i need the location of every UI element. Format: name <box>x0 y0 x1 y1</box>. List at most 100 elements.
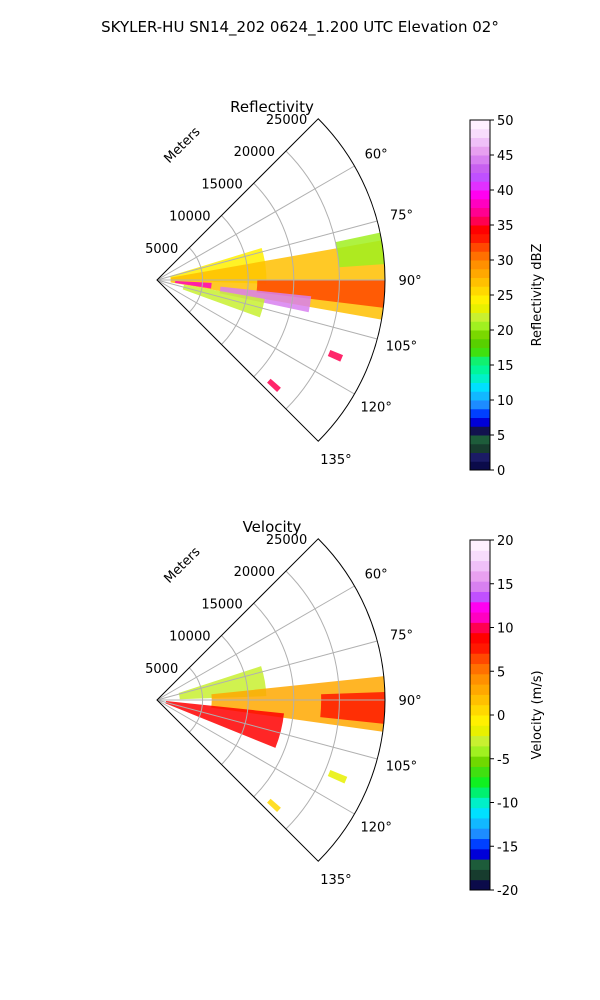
colorbar-swatch <box>470 622 490 634</box>
colorbar-swatch <box>470 190 490 200</box>
colorbar-swatch <box>470 653 490 665</box>
colorbar-tick-label: -10 <box>497 797 518 812</box>
colorbar-tick-label: 0 <box>497 709 505 724</box>
colorbar-swatch <box>470 400 490 410</box>
colorbar-swatch <box>470 365 490 375</box>
echo-region-5 <box>182 284 265 318</box>
colorbar-swatch <box>470 137 490 147</box>
colorbar-swatch <box>470 776 490 788</box>
colorbar-swatch <box>470 797 490 809</box>
colorbar-tick-label: 10 <box>497 622 514 637</box>
colorbar-tick-label: 40 <box>497 184 514 199</box>
colorbar-tick-label: 20 <box>497 324 514 339</box>
colorbar-swatch <box>470 642 490 654</box>
range-tick-label: 25000 <box>266 113 307 128</box>
colorbar-swatch <box>470 312 490 322</box>
azimuth-spoke-4 <box>156 699 355 815</box>
reflectivity-colorbar: 0 5 10 15 20 25 30 35 40 45 50 Reflectivity dBZ <box>469 114 545 479</box>
echo-region-8 <box>267 378 281 392</box>
colorbar-swatch <box>470 704 490 716</box>
colorbar-swatch <box>470 461 490 471</box>
colorbar-swatch <box>470 673 490 685</box>
colorbar-swatch <box>470 321 490 331</box>
colorbar-swatch <box>470 251 490 261</box>
velocity-colorbar: -20 -15 -10 -5 0 5 10 15 20 Velocity (m/s) <box>469 534 545 899</box>
azimuth-spoke-1 <box>156 220 378 281</box>
range-tick-label: 10000 <box>169 210 210 225</box>
colorbar-tick-label: 10 <box>497 394 514 409</box>
range-axis-label: Meters <box>162 124 204 166</box>
colorbar-swatch <box>470 443 490 453</box>
polar-grid <box>156 570 385 830</box>
colorbar-swatch <box>470 838 490 850</box>
colorbar-swatch <box>470 382 490 392</box>
azimuth-tick-label: 90° <box>399 694 422 709</box>
colorbar-swatch <box>470 242 490 252</box>
colorbar-swatch <box>470 817 490 829</box>
colorbar-swatch <box>470 417 490 427</box>
colorbar-tick-label: 15 <box>497 578 514 593</box>
echo-regions <box>165 666 386 812</box>
azimuth-spoke-3 <box>156 699 378 760</box>
echo-region-2 <box>256 280 385 308</box>
colorbar-swatch <box>470 745 490 757</box>
azimuth-tick-label: 75° <box>390 628 413 643</box>
colorbar-swatch <box>470 408 490 418</box>
colorbar-swatch <box>470 163 490 173</box>
reflectivity-panel: Reflectivity 5000 10000 15000 20000 25000 Mete… <box>145 98 421 468</box>
colorbar-swatch <box>470 694 490 706</box>
azimuth-tick-label: 75° <box>390 208 413 223</box>
colorbar-tick-label: 5 <box>497 429 505 444</box>
range-tick-label: 15000 <box>201 177 242 192</box>
colorbar-swatch <box>470 848 490 860</box>
colorbar-swatch <box>470 756 490 767</box>
colorbar-label: Velocity (m/s) <box>530 670 545 759</box>
colorbar-swatch <box>470 373 490 383</box>
azimuth-tick-label: 90° <box>399 274 422 289</box>
colorbar-tick-label: 20 <box>497 534 514 549</box>
range-tick-label: 20000 <box>234 565 275 580</box>
colorbar-swatch <box>470 560 490 572</box>
range-axis-label: Meters <box>162 544 204 586</box>
colorbar-label: Reflectivity dBZ <box>530 244 545 347</box>
azimuth-tick-label: 105° <box>386 760 417 775</box>
colorbar-swatch <box>470 550 490 562</box>
colorbar-tick-label: 0 <box>497 464 505 479</box>
colorbar-swatch <box>470 540 490 551</box>
colorbar-swatch <box>470 181 490 191</box>
colorbar-swatch <box>470 570 490 582</box>
range-tick-label: 20000 <box>234 145 275 160</box>
azimuth-spoke-4 <box>156 279 355 395</box>
colorbar-swatch <box>470 879 490 891</box>
range-tick-label: 15000 <box>201 597 242 612</box>
colorbar-tick-label: 25 <box>497 289 514 304</box>
colorbar-swatch <box>470 435 490 445</box>
sector-frame <box>156 118 386 442</box>
colorbar-swatch <box>470 581 490 592</box>
colorbar-swatch <box>470 286 490 296</box>
colorbar-tick-label: 5 <box>497 665 505 680</box>
colorbar-swatch <box>470 198 490 208</box>
echo-region-6 <box>335 232 385 268</box>
sector-frame <box>156 538 386 862</box>
echo-region-2 <box>165 700 284 748</box>
colorbar-swatch <box>470 766 490 778</box>
azimuth-tick-label: 135° <box>320 453 351 468</box>
colorbar-tick-label: 35 <box>497 219 514 234</box>
colorbar-swatch <box>470 146 490 156</box>
colorbar-swatch <box>470 859 490 870</box>
colorbar-tick-label: 50 <box>497 114 514 129</box>
colorbar-tick-label: -15 <box>497 840 518 855</box>
colorbar-swatch <box>470 632 490 644</box>
colorbar-swatch <box>470 260 490 270</box>
colorbar-tick-label: 15 <box>497 359 514 374</box>
panel-title: Reflectivity <box>230 98 314 116</box>
colorbar-swatch <box>470 347 490 357</box>
colorbar-swatch <box>470 828 490 840</box>
echo-region-3 <box>219 286 312 313</box>
colorbar-swatch <box>470 356 490 366</box>
figure-title: SKYLER-HU SN14_202 0624_1.200 UTC Elevat… <box>101 18 499 37</box>
azimuth-spoke-0 <box>156 165 355 281</box>
colorbar-swatch <box>470 120 490 130</box>
